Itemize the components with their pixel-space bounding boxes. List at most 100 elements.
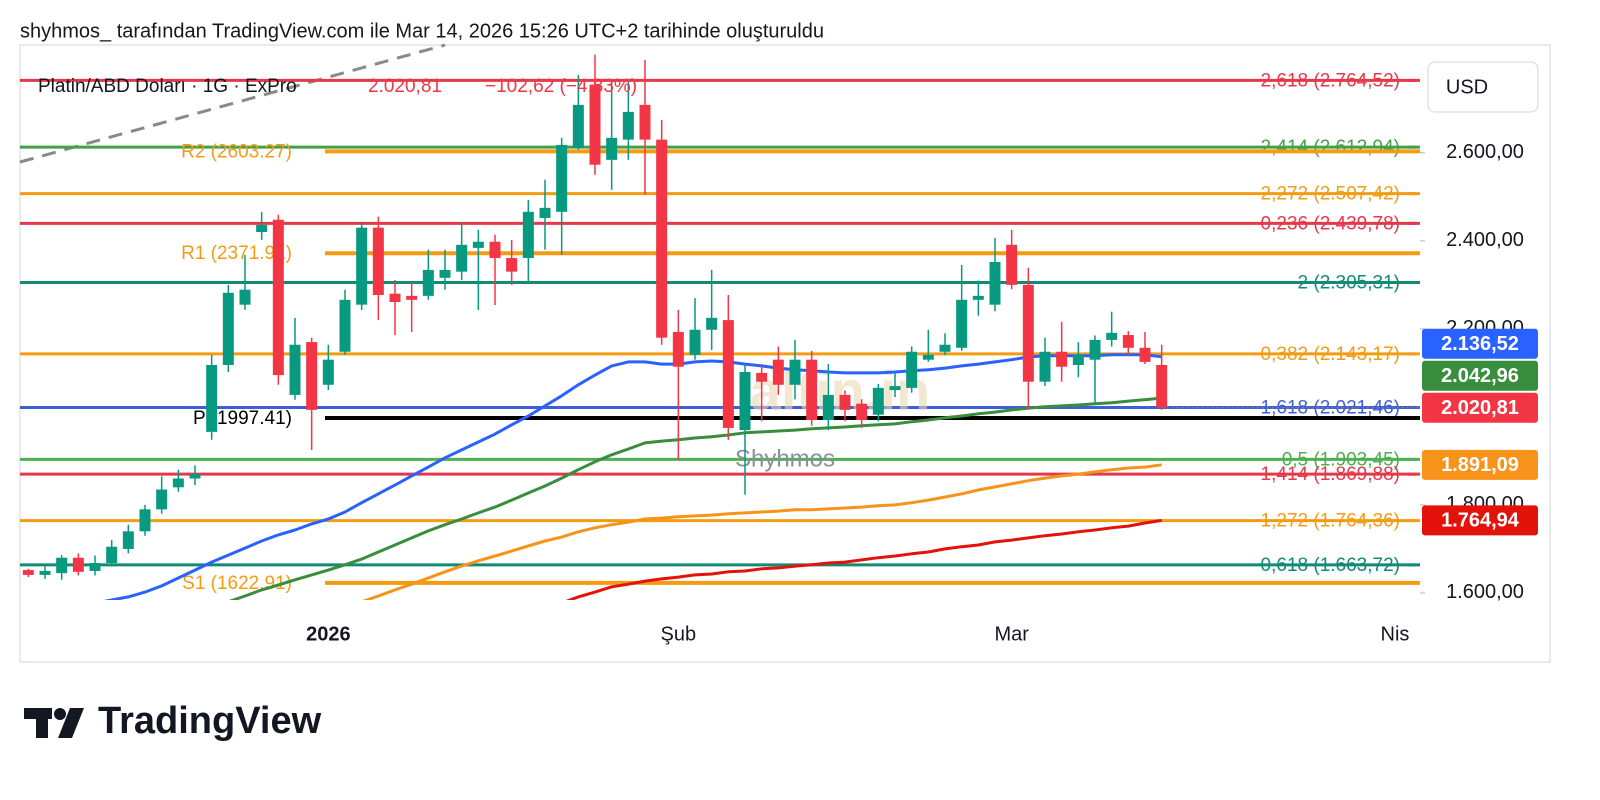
- currency-label[interactable]: USD: [1446, 76, 1488, 98]
- candle-body: [306, 342, 318, 410]
- pivot-label: R1 (2371.91): [181, 243, 292, 264]
- candle-body: [639, 104, 651, 140]
- candle-body: [522, 211, 534, 259]
- candle-body: [1089, 339, 1101, 360]
- candle-body: [589, 84, 601, 165]
- candle-body: [389, 293, 401, 303]
- fib-label: 2,414 (2.612,94): [1261, 137, 1400, 158]
- x-tick-label: Şub: [661, 623, 697, 645]
- candle-body: [806, 359, 818, 420]
- price-badge: [1422, 392, 1538, 423]
- candle-body: [156, 489, 168, 510]
- candle-body: [906, 351, 918, 388]
- candle-body: [506, 258, 518, 272]
- candle-body: [1056, 351, 1068, 367]
- moving-average: [228, 396, 1162, 600]
- candle-body: [889, 386, 901, 391]
- candle-body: [489, 241, 501, 259]
- price-badge: [1422, 505, 1538, 536]
- candle-body: [456, 244, 468, 272]
- fib-label: 0,618 (1.663,72): [1261, 555, 1400, 576]
- candle-body: [39, 570, 51, 575]
- candle-body: [1039, 351, 1051, 382]
- brand: TradingView: [98, 700, 322, 742]
- candle-body: [439, 269, 451, 278]
- y-tick-label: 2.600,00: [1446, 141, 1524, 163]
- fib-label: 1,414 (1.869,88): [1261, 464, 1400, 485]
- candle-body: [272, 219, 284, 376]
- candle-body: [622, 111, 634, 140]
- moving-average: [565, 518, 1162, 600]
- candle-body: [206, 364, 218, 432]
- candle-body: [672, 331, 684, 367]
- caption: shyhmos_ tarafından TradingView.com ile …: [20, 20, 824, 42]
- last-price: 2.020,81: [368, 76, 442, 97]
- candle-body: [706, 317, 718, 330]
- logo-mark: [36, 708, 48, 738]
- tradingview-logo: [24, 708, 84, 738]
- candle-body: [722, 320, 734, 428]
- candle-body: [606, 137, 618, 160]
- candle-body: [1022, 284, 1034, 382]
- x-tick-label: Nis: [1381, 623, 1410, 645]
- candle-body: [189, 474, 201, 479]
- moving-average: [103, 353, 1162, 600]
- candle-body: [539, 207, 551, 218]
- candle-body: [939, 344, 951, 352]
- candle-body: [1139, 347, 1151, 362]
- candle-body: [956, 299, 968, 348]
- moving-average: [362, 463, 1162, 600]
- fib-label: 1,272 (1.764,36): [1261, 511, 1400, 532]
- fib-label: 0,236 (2.439,78): [1261, 213, 1400, 234]
- fib-label: 2,272 (2.507,42): [1261, 184, 1400, 205]
- fib-label: 2,618 (2.764,52): [1261, 70, 1400, 91]
- logo-mark: [58, 708, 84, 738]
- candle-body: [922, 354, 934, 360]
- candle-body: [839, 394, 851, 410]
- trend-line: [19, 43, 446, 164]
- x-tick-label: 2026: [306, 623, 351, 645]
- candle-body: [172, 478, 184, 488]
- price-badge: [1422, 360, 1538, 391]
- candle-body: [356, 227, 368, 305]
- candle-body: [422, 269, 434, 296]
- price-badge-label: 1.891,09: [1441, 454, 1519, 476]
- candle-body: [572, 104, 584, 148]
- candle-body: [856, 403, 868, 420]
- candle-body: [22, 570, 34, 575]
- fib-label: 0,5 (1.903,45): [1282, 449, 1400, 470]
- candle-body: [1156, 364, 1168, 408]
- pivot-label: P (1997.41): [193, 408, 292, 429]
- candle-body: [89, 563, 101, 571]
- candle-body: [1106, 332, 1118, 340]
- price-change: −102,62 (−4,83%): [485, 76, 637, 97]
- candle-body: [739, 372, 751, 431]
- currency-button[interactable]: [1427, 61, 1539, 113]
- watermark-author: Shyhmos: [735, 445, 835, 472]
- price-badge-label: 1.764,94: [1441, 510, 1520, 532]
- candle-body: [372, 227, 384, 295]
- candle-body: [556, 144, 568, 212]
- pivot-label: S1 (1622.91): [182, 573, 292, 594]
- price-badge-label: 2.136,52: [1441, 333, 1519, 355]
- candle-body: [1072, 354, 1084, 365]
- candle-body: [872, 387, 884, 415]
- candle-body: [106, 546, 118, 564]
- logo-mark: [54, 708, 66, 720]
- candle-body: [822, 394, 834, 420]
- candle-body: [339, 299, 351, 352]
- candle-body: [256, 225, 268, 233]
- candle-body: [72, 557, 84, 572]
- price-badge-label: 2.042,96: [1441, 365, 1519, 387]
- y-tick-label: 2.400,00: [1446, 229, 1524, 251]
- candle-body: [1122, 335, 1134, 348]
- fib-label: 1,618 (2.021,46): [1261, 397, 1400, 418]
- fib-label: 2 (2.305,31): [1298, 273, 1400, 294]
- candle-body: [789, 359, 801, 385]
- candle-body: [756, 372, 768, 382]
- price-badge: [1422, 449, 1538, 480]
- candle-body: [56, 557, 68, 574]
